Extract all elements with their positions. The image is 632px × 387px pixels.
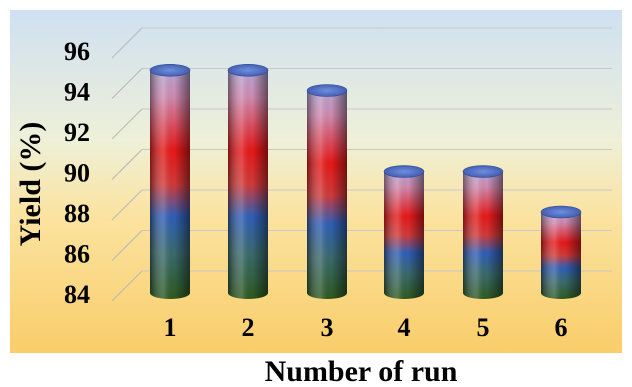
gridline-diag [111, 27, 143, 59]
y-tick-label: 84 [64, 280, 90, 309]
cylinder-shading [463, 171, 503, 299]
cylinder-shading [384, 171, 424, 299]
y-tick-label: 94 [64, 78, 90, 107]
x-axis-label: Number of run [265, 355, 458, 387]
gridline-diag [111, 149, 143, 180]
bar-series [149, 63, 582, 299]
y-tick-label: 88 [64, 199, 90, 228]
y-tick-label: 86 [64, 240, 90, 269]
y-tick-labels: 84 86 88 90 92 94 96 [64, 37, 90, 309]
y-axis-label: Yield (%) [14, 122, 47, 247]
cylinder-cap [227, 63, 269, 77]
cylinder-shading [307, 90, 347, 299]
cylinder-cap [306, 84, 348, 97]
cylinder-cap [149, 63, 191, 77]
y-tick-label: 96 [64, 37, 90, 66]
gridline-diag [111, 189, 143, 221]
gridlines [111, 27, 612, 302]
gridline-diag [111, 108, 143, 140]
cylinder-shading [541, 212, 581, 299]
bar-run-2 [227, 63, 269, 299]
cylinder-cap [540, 205, 582, 219]
x-tick-label: 1 [164, 313, 177, 342]
x-tick-label: 2 [242, 313, 255, 342]
cylinder-shading [150, 70, 190, 299]
y-tick-label: 92 [64, 118, 90, 147]
x-tick-label: 6 [555, 313, 568, 342]
bar-run-3 [306, 84, 348, 299]
bar-run-6 [540, 205, 582, 299]
x-tick-labels: 1 2 3 4 5 6 [164, 313, 568, 342]
y-tick-label: 90 [64, 159, 90, 188]
bar-run-5 [462, 165, 504, 299]
gridline-diag [111, 230, 143, 261]
cylinder-cap [462, 165, 504, 178]
bar-run-4 [383, 165, 425, 299]
gridline-diag [111, 68, 143, 99]
gridline-diag [111, 270, 143, 302]
x-tick-label: 4 [398, 313, 411, 342]
cylinder-shading [228, 70, 268, 299]
x-tick-label: 5 [477, 313, 490, 342]
bar-run-1 [149, 63, 191, 299]
cylinder-cap [383, 165, 425, 178]
x-tick-label: 3 [321, 313, 334, 342]
